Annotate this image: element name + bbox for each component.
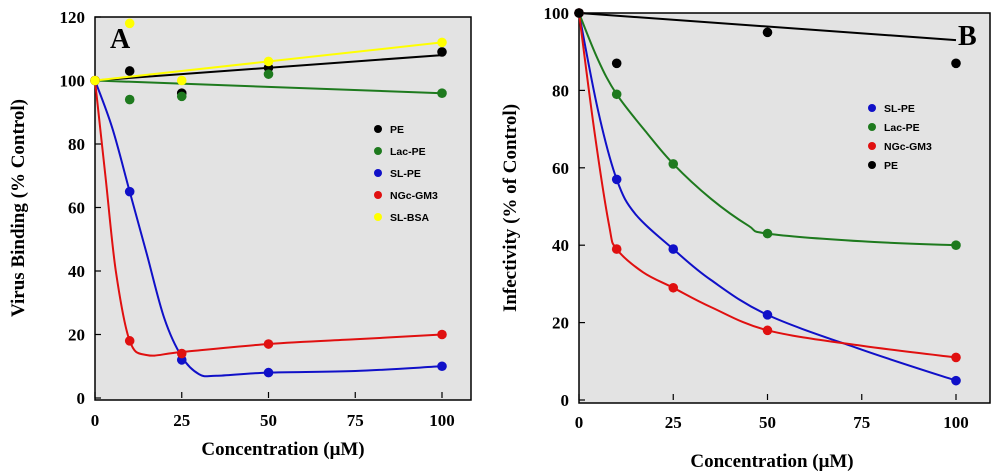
panel-a-point-sl-bsa — [124, 18, 135, 29]
panel-a-ytick-label: 80 — [68, 135, 85, 154]
panel-b-legend-marker-pe — [868, 161, 876, 169]
panel-a-xtick-label: 0 — [91, 411, 100, 430]
panel-a-legend-label-sl-pe: SL-PE — [390, 168, 421, 180]
panel-a-point-sl-bsa — [437, 37, 447, 48]
panel-a-ytick-label: 0 — [77, 389, 86, 408]
panel-b-ytick-label: 80 — [552, 81, 569, 100]
panel-a-legend-label-pe: PE — [390, 124, 404, 136]
panel-a-ytick-label: 20 — [68, 326, 85, 345]
panel-b-ytick-label: 100 — [544, 4, 570, 23]
panel-b-plot-area — [578, 12, 991, 404]
panel-b-curve-lac-pe — [578, 12, 957, 247]
panel-a-legend-label-ngc-gm3: NGc-GM3 — [390, 190, 438, 202]
panel-b-curve-pe — [578, 12, 957, 42]
panel-a-xtick-label: 75 — [347, 411, 364, 430]
panel-b-legend-marker-sl-pe — [868, 104, 876, 112]
panel-b-point-ngc-gm3 — [668, 282, 679, 293]
panel-b-point-pe — [574, 8, 584, 18]
panel-b-point-pe — [611, 58, 622, 69]
panel-a-point-pe — [124, 66, 135, 76]
panel-a-point-lac-pe — [437, 88, 447, 98]
panel-a-legend-label-lac-pe: Lac-PE — [390, 146, 426, 158]
panel-b-legend-marker-lac-pe — [868, 123, 876, 131]
panel-a-point-lac-pe — [176, 91, 187, 102]
panel-b-point-lac-pe — [951, 240, 961, 250]
panel-a-ylabel: Virus Binding (% Control) — [8, 99, 29, 317]
panel-b-chart: 0 20 40 60 80 100 0 25 50 75 100 B Concentration … — [500, 4, 991, 472]
panel-a-curve-lac-pe — [94, 79, 443, 95]
panel-a-xtick-label: 25 — [173, 411, 190, 430]
panel-a-xtick-label: 100 — [429, 411, 455, 430]
panel-a-legend-label-sl-bsa: SL-BSA — [390, 212, 430, 224]
panel-b-ytick-label: 0 — [561, 391, 570, 410]
panel-b-label: B — [958, 21, 977, 52]
panel-b-point-ngc-gm3 — [611, 244, 622, 254]
panel-a-point-ngc-gm3 — [124, 336, 135, 346]
panel-a-point-ngc-gm3 — [437, 329, 447, 340]
panel-b-xtick-label: 0 — [575, 413, 584, 432]
panel-a-ytick-label: 120 — [60, 8, 86, 27]
panel-a-point-sl-bsa — [263, 56, 274, 67]
panel-a-xtick-label: 50 — [260, 411, 277, 430]
panel-b-legend-marker-ngc-gm3 — [868, 142, 876, 150]
panel-b-point-pe — [951, 58, 961, 69]
panel-a-point-lac-pe — [263, 69, 274, 79]
panel-a-legend-marker-pe — [374, 125, 382, 133]
panel-b-legend-label-pe: PE — [884, 160, 898, 172]
panel-b-xtick-label: 100 — [943, 413, 969, 432]
panel-a-point-ngc-gm3 — [263, 339, 274, 349]
panel-b-ytick-label: 60 — [552, 159, 569, 178]
panel-b-point-ngc-gm3 — [762, 325, 773, 336]
panel-a-point-ngc-gm3 — [176, 348, 187, 359]
panel-b-point-lac-pe — [668, 159, 679, 169]
panel-a-xlabel: Concentration (μM) — [201, 439, 364, 460]
panel-b-legend-label-ngc-gm3: NGc-GM3 — [884, 141, 932, 153]
panel-a-label: A — [110, 24, 131, 55]
panel-b-point-sl-pe — [762, 310, 773, 320]
panel-b-point-lac-pe — [762, 228, 773, 239]
panel-a-legend-marker-sl-bsa — [374, 213, 382, 221]
panel-b-ytick-label: 40 — [552, 236, 569, 255]
panel-a-ytick-label: 60 — [68, 199, 85, 218]
panel-a-point-sl-bsa — [90, 75, 100, 86]
panel-a-chart: 0 20 40 60 80 100 120 0 25 50 75 100 A Concentrati… — [8, 8, 472, 460]
panel-b-point-pe — [762, 27, 773, 38]
panel-b-xtick-label: 50 — [759, 413, 776, 432]
panel-a-ytick-label: 40 — [68, 262, 85, 281]
panel-a-curve-ngc-gm3 — [94, 80, 443, 357]
panel-a-point-sl-pe — [263, 367, 274, 378]
panel-b-legend: SL-PE Lac-PE NGc-GM3 PE — [868, 103, 932, 172]
panel-a-point-sl-pe — [437, 361, 447, 372]
panel-a-ytick-label: 100 — [60, 72, 86, 91]
panel-a-legend-marker-sl-pe — [374, 169, 382, 177]
panel-b-point-ngc-gm3 — [951, 352, 961, 363]
panel-b-ytick-label: 20 — [552, 314, 569, 333]
panel-b-xlabel: Concentration (μM) — [690, 451, 853, 472]
panel-b-point-sl-pe — [611, 174, 622, 185]
panel-b-point-sl-pe — [668, 244, 679, 254]
panel-a-point-lac-pe — [124, 94, 135, 105]
panel-a-legend-marker-ngc-gm3 — [374, 191, 382, 199]
panel-a-point-pe — [437, 47, 447, 57]
panel-b-ylabel: Infectivity (% of Control) — [500, 104, 521, 312]
panel-b-point-sl-pe — [951, 375, 961, 386]
panel-a-legend: PE Lac-PE SL-PE NGc-GM3 SL-BSA — [374, 124, 438, 224]
panel-b-point-lac-pe — [611, 89, 622, 100]
panel-b-xtick-label: 75 — [853, 413, 870, 432]
panel-b-xtick-label: 25 — [665, 413, 682, 432]
panel-a-point-sl-bsa — [176, 75, 187, 86]
panel-a-point-sl-pe — [124, 186, 135, 197]
panel-b-curve-ngc-gm3 — [578, 12, 957, 359]
panel-b-legend-label-sl-pe: SL-PE — [884, 103, 915, 115]
panel-b-legend-label-lac-pe: Lac-PE — [884, 122, 920, 134]
panel-a-legend-marker-lac-pe — [374, 147, 382, 155]
